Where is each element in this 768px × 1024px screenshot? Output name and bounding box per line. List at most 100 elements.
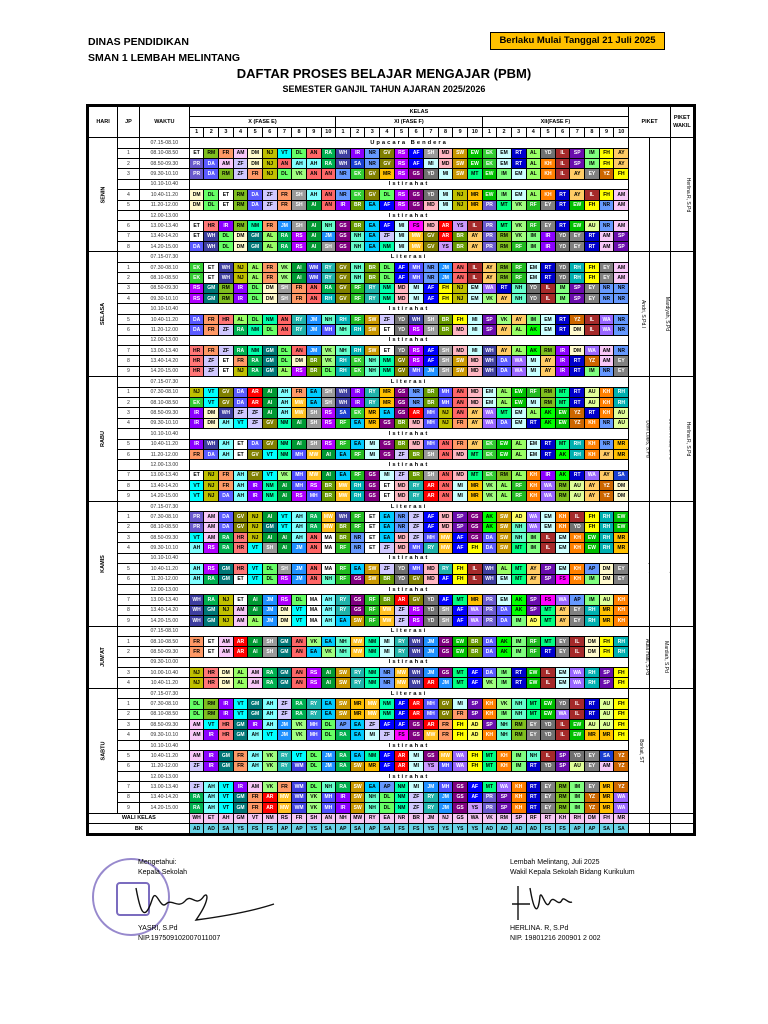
break-row: 12.00-13.00 Istirahat [89, 334, 694, 347]
empty-cell [628, 812, 651, 824]
schedule-cell: NR [349, 531, 366, 544]
schedule-cell: AF [466, 667, 483, 679]
schedule-cell: AH [232, 490, 249, 502]
schedule-cell: EM [466, 282, 483, 295]
schedule-cell: VT [291, 615, 307, 627]
schedule-cell: EY [540, 220, 556, 232]
schedule-cell: MD [408, 417, 425, 430]
schedule-cell: EY [540, 791, 556, 804]
schedule-cell: AN [305, 147, 322, 159]
schedule-cell: KH [569, 563, 586, 575]
schedule-cell: AP [584, 563, 600, 575]
period-row: 2 08.10-08.50 PR AM DA GV NJ GM VT AH RA MW BR RF ET EA… [89, 521, 694, 534]
jp-number: 5 [117, 438, 140, 450]
schedule-cell: RA [335, 760, 351, 773]
schedule-cell: AH [261, 708, 278, 721]
schedule-cell: DA [247, 189, 263, 201]
bk-row-cell: SA [320, 822, 337, 835]
schedule-cell: AN [437, 480, 454, 492]
schedule-cell: RM [554, 490, 571, 502]
schedule-cell: FR [188, 635, 205, 648]
wali-kelas-row-cell: WA [466, 812, 483, 824]
schedule-cell: AH [188, 573, 205, 585]
schedule-cell: AU [584, 396, 600, 409]
schedule-cell: RM [510, 719, 527, 731]
schedule-cell: RH [569, 272, 586, 284]
schedule-cell: SH [291, 220, 307, 232]
schedule-cell: AN [320, 199, 337, 211]
schedule-cell: EY [613, 573, 630, 585]
schedule-cell: PR [481, 241, 498, 253]
schedule-cell: RS [393, 147, 410, 159]
class-number: 4 [232, 126, 249, 139]
schedule-cell: RH [584, 604, 600, 617]
period-row: 3 08.50-09.30 RS GM RM IR DL DM SH FR AN RA GV RF RY NM… [89, 282, 694, 295]
schedule-cell: AU [598, 594, 615, 606]
jp-number [117, 739, 140, 752]
schedule-cell: SA [598, 750, 615, 762]
schedule-cell: RT [584, 241, 600, 253]
schedule-cell: ZF [379, 313, 395, 326]
sig-right-line1: Lembah Melintang, Juli 2025 [510, 859, 600, 866]
schedule-cell: PR [481, 791, 498, 804]
schedule-cell: DA [232, 386, 249, 398]
schedule-cell: MW [408, 230, 425, 243]
wali-kelas-row-cell: NH [335, 812, 351, 824]
schedule-cell: NR [408, 386, 425, 398]
schedule-cell: KH [598, 386, 615, 398]
period-row: 1 08.10-08.50 ET RM FR AM DM NJ VT DL AN RA WH IR NR GV… [89, 147, 694, 159]
schedule-cell: YD [540, 147, 556, 159]
schedule-cell: EY [584, 282, 600, 295]
schedule-cell: IL [569, 635, 586, 648]
schedule-cell: RM [496, 272, 512, 284]
schedule-cell: MT [496, 220, 512, 232]
schedule-cell: GV [232, 511, 249, 523]
schedule-cell: MD [452, 448, 468, 461]
schedule-cell: DA [496, 604, 512, 617]
schedule-cell: AH [203, 802, 220, 814]
schedule-cell: YZ [584, 791, 600, 804]
schedule-cell: ET [203, 272, 220, 284]
break-row: 12.00-13.00 Istirahat [89, 459, 694, 471]
schedule-cell: JM [437, 791, 454, 804]
schedule-cell: SW [335, 677, 351, 689]
schedule-cell: AU [598, 719, 615, 731]
schedule-cell: RT [510, 677, 527, 689]
break-label: Literasi [188, 625, 630, 637]
schedule-cell: GM [247, 708, 263, 721]
schedule-cell: WH [218, 272, 234, 284]
period-row: 1 07.30-08.10 EK ET WH NJ AL FR VK AI WM RY GV NH BR DL… [89, 261, 694, 274]
schedule-cell: DM [291, 355, 307, 367]
schedule-cell: RS [408, 324, 425, 336]
schedule-cell: MT [554, 386, 571, 398]
schedule-cell: GV [408, 594, 425, 606]
schedule-cell: YD [540, 729, 556, 741]
schedule-cell: RT [525, 417, 542, 430]
schedule-cell: WA [452, 760, 468, 773]
schedule-cell: GS [466, 531, 483, 544]
schedule-cell: IM [584, 594, 600, 606]
schedule-cell: IR [554, 344, 571, 357]
schedule-cell: IM [584, 573, 600, 585]
schedule-cell: MR [466, 199, 483, 211]
schedule-cell: ET [232, 594, 249, 606]
piket-teacher: Gusmia Suryani, S.Pd [628, 137, 651, 253]
schedule-cell: NR [364, 147, 381, 159]
schedule-cell: AY [466, 438, 483, 450]
schedule-cell: FH [598, 646, 615, 658]
schedule-cell: MI [408, 282, 425, 295]
jp-number [117, 251, 140, 263]
schedule-cell: EM [540, 313, 556, 326]
schedule-cell: RM [540, 344, 556, 357]
schedule-cell: FH [584, 272, 600, 284]
schedule-cell: IL [569, 646, 586, 658]
schedule-cell: AR [261, 802, 278, 814]
time-slot: 12.00-13.00 [138, 770, 190, 783]
schedule-cell: RH [584, 615, 600, 627]
period-row: 6 11.20-12.00 FR DA AH ET GV VT NM MH MW AI EA RF MI GS… [89, 448, 694, 461]
schedule-cell: JM [423, 667, 439, 679]
schedule-cell: IM [525, 531, 542, 544]
period-row: 6 11.20-12.00 AH RA GM ET VT DL RS JM AN NH RF GS SW BR… [89, 573, 694, 585]
schedule-cell: MI [437, 199, 454, 211]
group-x: X (FASE E) [188, 116, 337, 128]
